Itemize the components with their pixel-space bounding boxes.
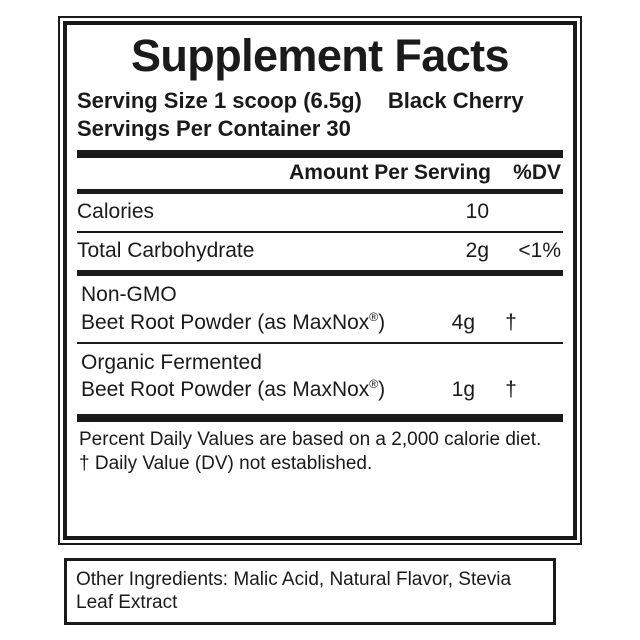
ingredient-name-text: Beet Root Powder (as MaxNox <box>81 310 370 334</box>
footnote-daily-values: Percent Daily Values are based on a 2,00… <box>79 428 542 450</box>
ingredient-group: Non-GMO Beet Root Powder (as MaxNox®) 4g… <box>77 276 563 342</box>
footnotes: Percent Daily Values are based on a 2,00… <box>77 422 563 477</box>
ingredient-group: Organic Fermented Beet Root Powder (as M… <box>77 344 563 410</box>
ingredient-percent-dv: † <box>505 310 517 334</box>
ingredient-percent-dv: † <box>505 378 517 402</box>
table-row: Total Carbohydrate 2g <1% <box>77 233 563 270</box>
ingredient-row: Beet Root Powder (as MaxNox®) 1g † <box>77 376 563 403</box>
table-row: Calories 10 <box>77 194 563 231</box>
divider-row-1 <box>77 231 563 234</box>
ingredient-name-suffix: ) <box>378 378 386 402</box>
registered-trademark-icon: ® <box>369 377 379 392</box>
nutrient-name: Total Carbohydrate <box>77 239 255 263</box>
other-ingredients-box: Other Ingredients: Malic Acid, Natural F… <box>64 558 556 625</box>
ingredient-name: Beet Root Powder (as MaxNox®) <box>81 309 401 336</box>
ingredient-amount: 4g <box>451 310 475 334</box>
footnote-dagger: † Daily Value (DV) not established. <box>79 453 373 475</box>
serving-size-text: Serving Size 1 scoop (6.5g) <box>77 88 362 113</box>
ingredient-row: Beet Root Powder (as MaxNox®) 4g † <box>77 309 563 336</box>
serving-information: Serving Size 1 scoop (6.5g) Black Cherry… <box>77 87 563 142</box>
table-column-headers: Amount Per Serving %DV <box>77 158 563 189</box>
divider-above-footnotes <box>77 413 563 422</box>
other-ingredients-line-2: Leaf Extract <box>76 592 178 614</box>
ingredient-amount: 1g <box>451 378 475 402</box>
flavor-text: Black Cherry <box>387 88 524 113</box>
nutrient-amount: 2g <box>465 239 489 263</box>
ingredient-name-text: Beet Root Powder (as MaxNox <box>81 378 370 402</box>
registered-trademark-icon: ® <box>369 309 379 324</box>
servings-per-container-text: Servings Per Container 30 <box>77 115 351 141</box>
divider-below-column-headers <box>77 189 563 195</box>
other-ingredients-line-1: Other Ingredients: Malic Acid, Natural F… <box>76 569 512 590</box>
supplement-facts-panel-inner: Supplement Facts Serving Size 1 scoop (6… <box>63 21 577 540</box>
nutrient-amount: 10 <box>465 200 489 224</box>
ingredient-name-suffix: ) <box>378 310 386 334</box>
nutrient-name: Calories <box>77 200 155 224</box>
ingredient-qualifier: Organic Fermented <box>81 351 262 375</box>
nutrient-percent-dv: <1% <box>518 239 561 263</box>
ingredient-name: Beet Root Powder (as MaxNox®) <box>81 376 401 403</box>
supplement-facts-panel: Supplement Facts Serving Size 1 scoop (6… <box>58 16 582 545</box>
serving-size-line: Serving Size 1 scoop (6.5g) Black Cherry <box>77 87 563 115</box>
divider-above-ingredient-groups <box>77 270 563 277</box>
column-header-amount-per-serving: Amount Per Serving <box>289 161 491 185</box>
ingredient-qualifier: Non-GMO <box>81 283 177 307</box>
divider-below-serving-info <box>77 150 563 159</box>
page-title: Supplement Facts <box>131 30 510 81</box>
other-ingredients-text: Other Ingredients: Malic Acid, Natural F… <box>67 561 553 614</box>
divider-between-ingredient-groups <box>77 342 563 345</box>
column-header-percent-dv: %DV <box>513 161 561 185</box>
